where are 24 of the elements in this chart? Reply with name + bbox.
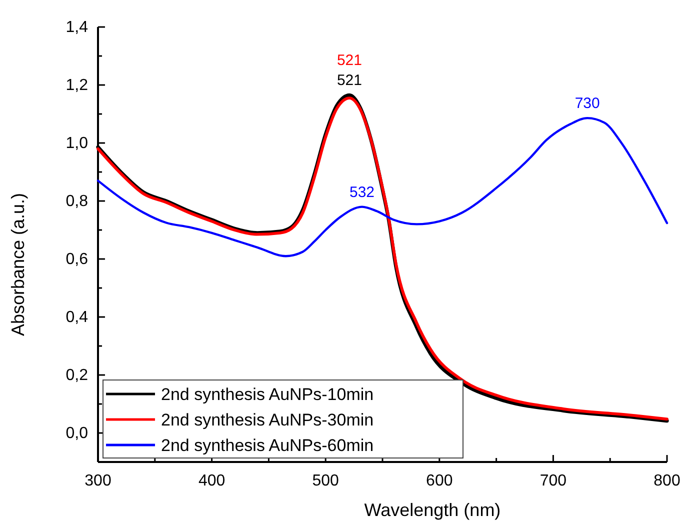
y-tick-label: 0,0: [66, 425, 88, 442]
y-tick-label: 0,6: [66, 251, 88, 268]
annotation: 521: [336, 52, 362, 70]
x-tick-label: 300: [84, 472, 112, 490]
x-tick-label: 700: [540, 472, 567, 490]
y-tick-label: 1,2: [66, 77, 88, 94]
y-tick-label: 1,4: [66, 19, 88, 36]
x-tick-label: 500: [312, 472, 340, 490]
annotation: 730: [574, 95, 600, 112]
y-axis-title: Absorbance (a.u.): [8, 192, 28, 336]
annotation: 532: [350, 184, 375, 201]
annotation: 521: [336, 72, 362, 90]
y-tick-label: 0,4: [66, 309, 88, 326]
y-tick-label: 1,0: [66, 135, 88, 152]
legend-label: 2nd synthesis AuNPs-30min: [161, 410, 374, 430]
x-tick-label: 800: [654, 472, 680, 490]
y-tick-label: 0,8: [66, 193, 88, 210]
x-axis-title: Wavelength (nm): [364, 500, 501, 520]
y-tick-label: 0,2: [66, 367, 88, 384]
legend-label: 2nd synthesis AuNPs-60min: [161, 436, 374, 455]
legend-label: 2nd synthesis AuNPs-10min: [161, 385, 374, 404]
x-tick-label: 400: [198, 472, 226, 490]
x-tick-label: 600: [426, 472, 453, 490]
line-series: [96, 116, 668, 258]
